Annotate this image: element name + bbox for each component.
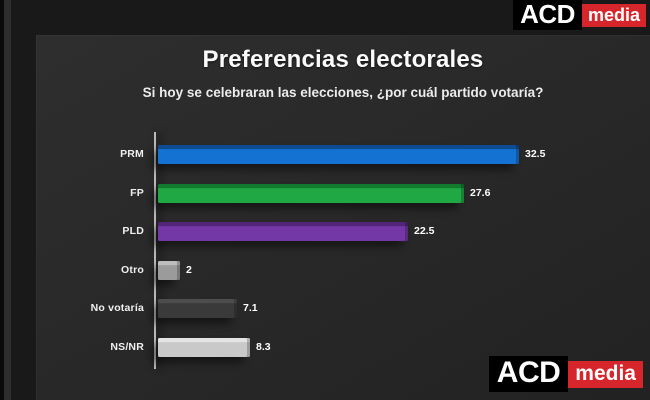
logo-acd-text: ACD [488, 356, 569, 392]
category-label: FP [130, 186, 144, 199]
bar-value-label: 2 [186, 263, 192, 276]
bar-row: FP 27.6 [36, 183, 650, 203]
chart-title: Preferencias electorales [202, 46, 484, 73]
logo-media-text: media [581, 3, 646, 27]
category-label: PRM [120, 148, 144, 160]
logo-acd-text: ACD [513, 0, 582, 30]
acd-media-logo-top: ACD media [513, 0, 646, 30]
category-label: PLD [122, 225, 144, 238]
bar-ns-nr [158, 338, 250, 357]
logo-media-text: media [568, 360, 643, 388]
bar-row: PLD 22.5 [36, 222, 650, 242]
bar-value-label: 32.5 [525, 148, 546, 160]
category-label: No votaría [90, 302, 144, 315]
chart-subtitle: Si hoy se celebraran las elecciones, ¿po… [142, 85, 544, 100]
screen-edge-strip [4, 0, 11, 400]
bar-value-label: 22.5 [414, 225, 435, 238]
bar-row: NS/NR 8.3 [36, 338, 650, 357]
bar-no-votar-a [158, 299, 237, 319]
y-axis-line [154, 132, 156, 369]
acd-media-logo-bottom: ACD media [488, 356, 643, 392]
bar-chart: PRM 32.5 FP 27.6 PLD 22.5 Otro 2 No votaría 7.1 NS… [36, 35, 650, 400]
bar-row: Otro 2 [36, 260, 650, 280]
bar-pld [158, 222, 408, 242]
category-label: NS/NR [110, 341, 144, 353]
bar-otro [158, 260, 180, 280]
category-label: Otro [121, 263, 144, 276]
chart-panel: Preferencias electorales Si hoy se celeb… [36, 35, 650, 400]
bar-value-label: 7.1 [243, 302, 258, 315]
bar-value-label: 8.3 [256, 341, 271, 353]
screen-edge-black [0, 0, 4, 400]
bar-prm [158, 145, 519, 164]
bar-value-label: 27.6 [470, 186, 491, 199]
bar-fp [158, 183, 464, 203]
bar-row: PRM 32.5 [36, 145, 650, 164]
bar-row: No votaría 7.1 [36, 299, 650, 319]
